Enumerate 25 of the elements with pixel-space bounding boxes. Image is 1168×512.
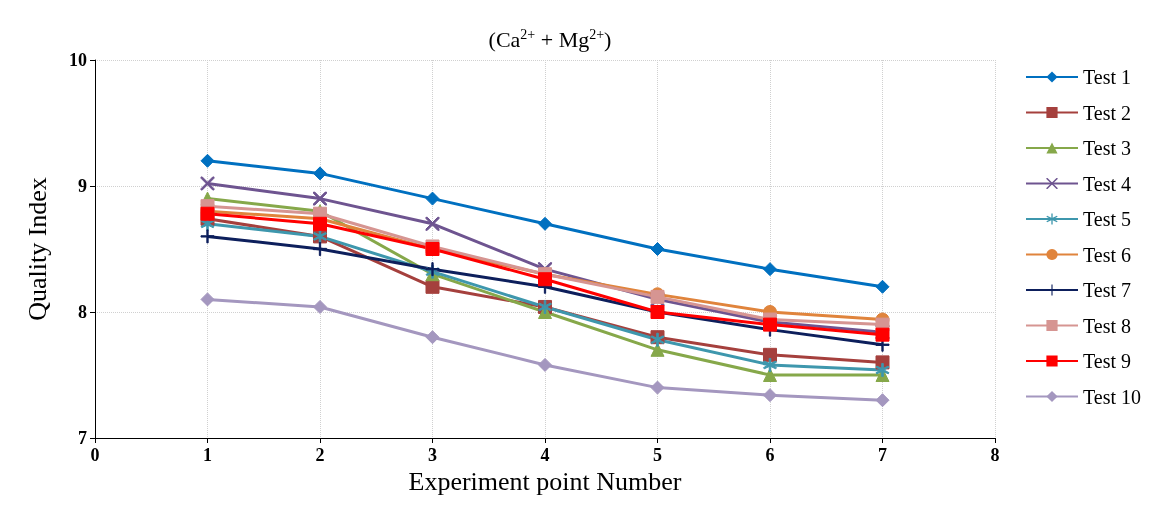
y-tick-label: 9 bbox=[78, 176, 87, 196]
x-tick-label: 1 bbox=[203, 445, 212, 465]
y-tick-label: 10 bbox=[69, 50, 87, 70]
legend-label: Test 1 bbox=[1083, 66, 1132, 88]
y-axis-title: Quality Index bbox=[22, 177, 52, 321]
x-tick-label: 7 bbox=[878, 445, 887, 465]
legend-label: Test 2 bbox=[1083, 101, 1132, 124]
legend-label: Test 6 bbox=[1083, 243, 1132, 266]
legend-label: Test 5 bbox=[1083, 208, 1132, 230]
x-tick-label: 3 bbox=[428, 445, 437, 465]
y-tick-label: 7 bbox=[78, 428, 87, 448]
x-tick-label: 8 bbox=[990, 445, 1000, 465]
legend-label: Test 10 bbox=[1083, 385, 1142, 408]
legend-label: Test 4 bbox=[1083, 172, 1132, 195]
x-tick-label: 6 bbox=[765, 445, 775, 465]
x-tick-label: 2 bbox=[315, 445, 325, 465]
legend-label: Test 8 bbox=[1083, 314, 1132, 337]
legend-label: Test 3 bbox=[1083, 137, 1132, 159]
x-tick-label: 0 bbox=[90, 445, 100, 465]
x-tick-label: 5 bbox=[653, 445, 662, 465]
legend-label: Test 9 bbox=[1083, 350, 1132, 372]
x-tick-label: 4 bbox=[540, 445, 550, 465]
legend-label: Test 7 bbox=[1083, 279, 1132, 301]
x-axis-title: Experiment point Number bbox=[408, 467, 682, 497]
y-tick-label: 8 bbox=[78, 302, 87, 322]
